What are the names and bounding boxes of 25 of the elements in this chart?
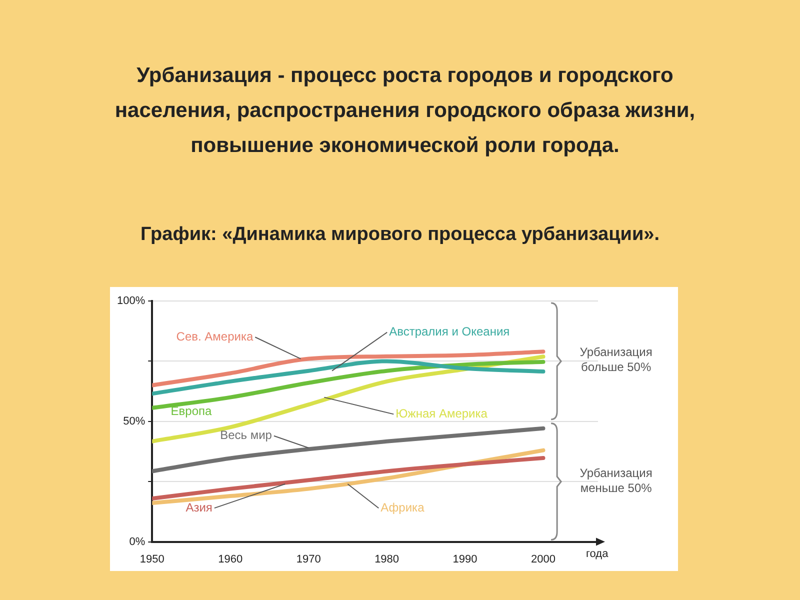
annotation: Урбанизация меньше 50% xyxy=(578,466,654,496)
chart-title: Урбанизация - процесс роста городов и городского населения, распространения городского образа жизни, повышение экономической роли города. xyxy=(114,63,696,159)
chart-subtitle: График: «Динамика мирового процесса урбанизации». xyxy=(139,223,660,247)
series-label: Африка xyxy=(380,500,425,514)
line-series xyxy=(152,456,546,500)
x-tick-label: 1970 xyxy=(296,553,321,566)
line-series xyxy=(152,426,546,474)
y-tick-label: 50% xyxy=(123,415,146,428)
text: Южная Америка xyxy=(396,406,488,420)
x-tick-label: 1990 xyxy=(452,553,478,566)
x-axis-title: года xyxy=(586,548,608,560)
y-tick-label: 0% xyxy=(129,536,146,548)
x-tick-label: 1980 xyxy=(374,553,400,566)
line-series xyxy=(152,359,546,396)
text: Сев. Америка xyxy=(176,329,254,344)
annotation: Урбанизация больше 50% xyxy=(578,345,654,376)
series-label: Весь мир xyxy=(220,428,272,442)
series-label: Европа xyxy=(170,404,212,418)
series-label: Австралия и Океания xyxy=(389,324,510,339)
x-tick-label: 2000 xyxy=(531,553,556,566)
x-tick-label: 1950 xyxy=(140,553,164,566)
series-label: Азия xyxy=(186,500,212,514)
line-series xyxy=(152,350,546,388)
y-tick-label: 100% xyxy=(116,295,146,308)
x-tick-label: 1960 xyxy=(218,553,243,566)
